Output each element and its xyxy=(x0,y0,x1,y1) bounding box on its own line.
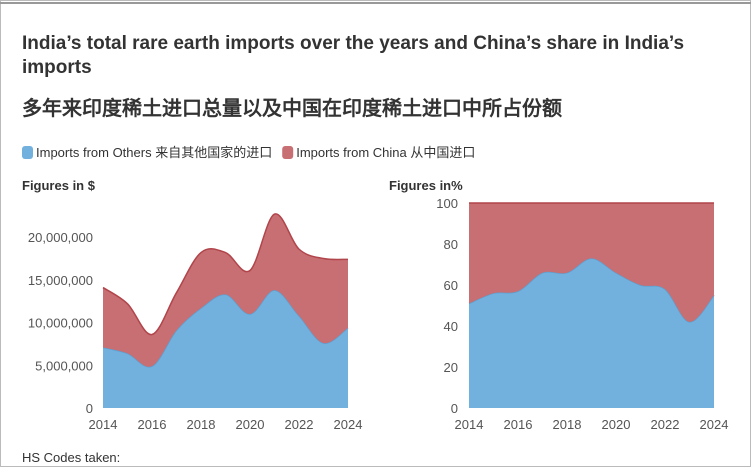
x-tick-label: 2016 xyxy=(138,417,167,432)
x-tick-label: 2016 xyxy=(504,417,533,432)
y-tick-label: 100 xyxy=(436,196,458,211)
x-tick-label: 2018 xyxy=(553,417,582,432)
title-box: India’s total rare earth imports over th… xyxy=(22,33,685,78)
x-tick-label: 2018 xyxy=(187,417,216,432)
x-tick-label: 2020 xyxy=(236,417,265,432)
x-tick-label: 2014 xyxy=(455,417,484,432)
legend: Imports from Others 来自其他国家的进口 Imports fro… xyxy=(22,145,475,160)
area-edge xyxy=(102,213,349,336)
chart-subtitle: 多年来印度稀土进口总量以及中国在印度稀土进口中所占份额 xyxy=(22,96,562,120)
x-tick-label: 2014 xyxy=(89,417,118,432)
y-axis-title: Figures in% xyxy=(389,178,463,193)
y-tick-label: 15,000,000 xyxy=(28,273,93,288)
legend-swatch xyxy=(282,146,294,159)
footer-note: HS Codes taken: xyxy=(22,450,120,465)
legend-label: Imports from Others 来自其他国家的进口 xyxy=(36,145,272,160)
y-tick-label: 20 xyxy=(444,360,458,375)
y-tick-label: 0 xyxy=(86,401,93,416)
area xyxy=(103,290,348,408)
x-tick-label: 2020 xyxy=(602,417,631,432)
chart-title: India’s total rare earth imports over th… xyxy=(22,33,685,78)
y-tick-label: 20,000,000 xyxy=(28,230,93,245)
legend-swatch xyxy=(22,146,33,159)
y-tick-label: 10,000,000 xyxy=(28,316,93,331)
y-tick-label: 0 xyxy=(451,401,458,416)
x-tick-label: 2024 xyxy=(334,417,363,432)
area xyxy=(469,203,714,322)
y-tick-label: 80 xyxy=(444,237,458,252)
y-axis-title: Figures in $ xyxy=(22,178,96,193)
y-tick-label: 5,000,000 xyxy=(35,358,93,373)
area xyxy=(469,258,714,408)
area xyxy=(103,213,348,367)
y-tick-label: 40 xyxy=(444,319,458,334)
y-tick-label: 60 xyxy=(444,278,458,293)
x-tick-label: 2024 xyxy=(700,417,729,432)
legend-label: Imports from China 从中国进口 xyxy=(296,145,475,160)
x-tick-label: 2022 xyxy=(651,417,680,432)
x-tick-label: 2022 xyxy=(285,417,314,432)
